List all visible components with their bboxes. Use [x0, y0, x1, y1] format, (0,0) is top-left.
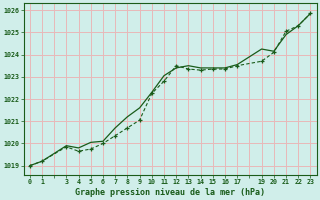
- X-axis label: Graphe pression niveau de la mer (hPa): Graphe pression niveau de la mer (hPa): [75, 188, 265, 197]
